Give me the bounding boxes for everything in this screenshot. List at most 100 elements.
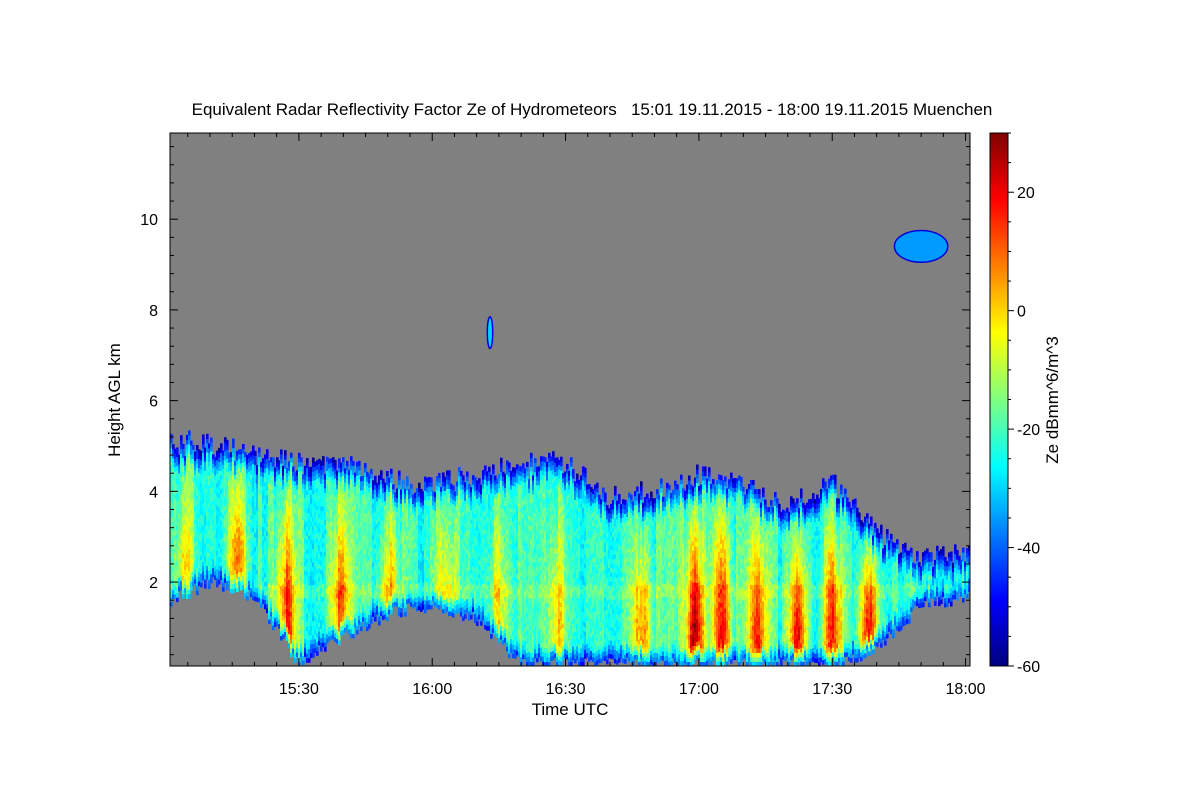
heatmap-cell: [286, 635, 289, 641]
heatmap-cell: [190, 572, 193, 578]
heatmap-cell: [332, 484, 335, 490]
heatmap-cell: [404, 579, 407, 585]
heatmap-cell: [374, 534, 377, 540]
heatmap-cell: [258, 579, 261, 585]
heatmap-cell: [398, 520, 401, 526]
heatmap-cell: [286, 590, 289, 596]
heatmap-cell: [414, 574, 417, 580]
heatmap-cell: [434, 496, 437, 502]
heatmap-cell: [208, 561, 211, 567]
heatmap-cell: [352, 510, 355, 516]
heatmap-cell: [186, 593, 189, 599]
heatmap-cell: [460, 593, 463, 599]
heatmap-cell: [190, 463, 193, 469]
heatmap-cell: [308, 544, 311, 550]
heatmap-cell: [310, 625, 313, 631]
heatmap-cell: [298, 616, 301, 622]
heatmap-cell: [284, 463, 287, 469]
heatmap-cell: [356, 611, 359, 617]
heatmap-cell: [406, 576, 409, 582]
heatmap-cell: [432, 536, 435, 542]
heatmap-cell: [362, 575, 365, 581]
heatmap-cell: [462, 520, 465, 526]
heatmap-cell: [440, 496, 443, 502]
heatmap-cell: [278, 551, 281, 557]
heatmap-cell: [210, 473, 213, 479]
heatmap-cell: [314, 538, 317, 544]
heatmap-cell: [210, 523, 213, 529]
heatmap-cell: [296, 583, 299, 589]
heatmap-cell: [248, 480, 251, 486]
heatmap-cell: [412, 512, 415, 518]
heatmap-cell: [202, 470, 205, 476]
heatmap-cell: [208, 488, 211, 494]
heatmap-cell: [402, 497, 405, 503]
heatmap-cell: [190, 581, 193, 587]
heatmap-cell: [340, 576, 343, 582]
heatmap-cell: [242, 534, 245, 540]
heatmap-cell: [444, 490, 447, 496]
heatmap-cell: [364, 553, 367, 559]
heatmap-cell: [322, 592, 325, 598]
heatmap-cell: [330, 589, 333, 595]
heatmap-cell: [320, 528, 323, 534]
heatmap-cell: [408, 584, 411, 590]
heatmap-cell: [296, 647, 299, 653]
heatmap-cell: [286, 572, 289, 578]
heatmap-cell: [176, 560, 179, 566]
heatmap-cell: [414, 497, 417, 503]
heatmap-cell: [288, 497, 291, 503]
heatmap-cell: [198, 553, 201, 559]
heatmap-cell: [196, 503, 199, 509]
heatmap-cell: [360, 594, 363, 600]
heatmap-cell: [448, 601, 451, 607]
heatmap-cell: [344, 541, 347, 547]
heatmap-cell: [220, 475, 223, 481]
heatmap-cell: [466, 512, 469, 518]
heatmap-cell: [216, 523, 219, 529]
heatmap-cell: [188, 566, 191, 572]
heatmap-cell: [384, 491, 387, 497]
heatmap-cell: [370, 514, 373, 520]
heatmap-cell: [358, 578, 361, 584]
heatmap-cell: [274, 571, 277, 577]
heatmap-cell: [424, 567, 427, 573]
heatmap-cell: [224, 541, 227, 547]
heatmap-cell: [366, 485, 369, 491]
heatmap-cell: [434, 492, 437, 498]
heatmap-cell: [330, 576, 333, 582]
heatmap-cell: [372, 507, 375, 513]
heatmap-cell: [274, 567, 277, 573]
heatmap-cell: [292, 634, 295, 640]
heatmap-cell: [308, 535, 311, 541]
heatmap-cell: [246, 527, 249, 533]
heatmap-cell: [460, 602, 463, 608]
heatmap-cell: [408, 489, 411, 495]
heatmap-cell: [298, 466, 301, 472]
heatmap-cell: [424, 603, 427, 609]
heatmap-cell: [284, 604, 287, 610]
heatmap-cell: [292, 602, 295, 608]
heatmap-cell: [326, 602, 329, 608]
heatmap-cell: [432, 518, 435, 524]
heatmap-cell: [448, 574, 451, 580]
heatmap-cell: [402, 552, 405, 558]
heatmap-cell: [342, 547, 345, 553]
heatmap-cell: [200, 473, 203, 479]
heatmap-cell: [452, 526, 455, 532]
heatmap-cell: [298, 539, 301, 545]
heatmap-cell: [410, 569, 413, 575]
heatmap-cell: [204, 483, 207, 489]
heatmap-cell: [312, 620, 315, 626]
heatmap-cell: [426, 477, 429, 483]
heatmap-cell: [396, 493, 399, 499]
heatmap-cell: [464, 523, 467, 529]
heatmap-cell: [410, 488, 413, 494]
heatmap-cell: [360, 585, 363, 591]
heatmap-cell: [410, 515, 413, 521]
heatmap-cell: [346, 488, 349, 494]
heatmap-cell: [238, 526, 241, 532]
heatmap-cell: [306, 657, 309, 663]
heatmap-cell: [460, 543, 463, 549]
heatmap-cell: [382, 505, 385, 511]
